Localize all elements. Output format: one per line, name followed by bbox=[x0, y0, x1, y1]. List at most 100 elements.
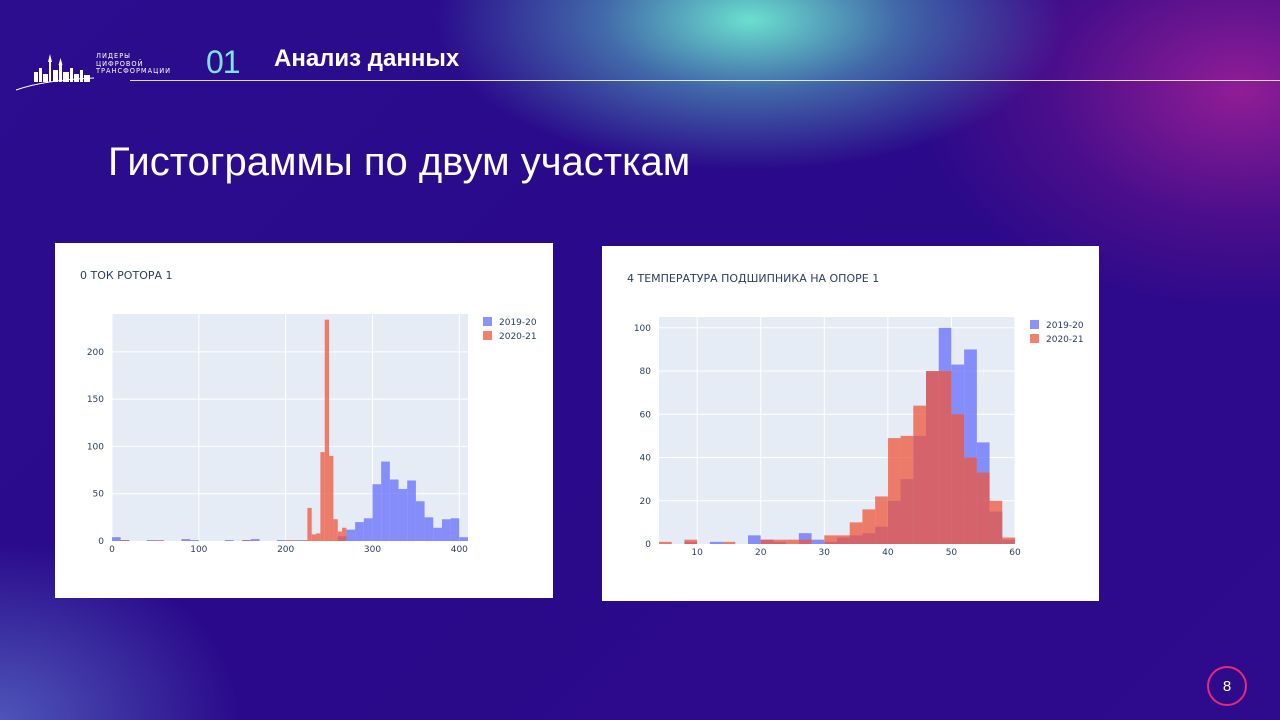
histogram-bar bbox=[862, 509, 876, 544]
histogram-rotor-current: 0 ТОК РОТОРА 1 0 50 100 150 200 0 100 200 300 400 2… bbox=[80, 269, 537, 555]
histogram-bar bbox=[372, 484, 382, 541]
y-tick-label: 20 bbox=[640, 497, 652, 507]
histogram-bar bbox=[355, 522, 364, 541]
histogram-bar bbox=[441, 519, 451, 541]
legend-label[interactable]: 2020-21 bbox=[499, 332, 537, 342]
histogram-bar bbox=[459, 537, 468, 541]
histogram-bar bbox=[276, 540, 286, 541]
histogram-bar bbox=[951, 414, 965, 544]
y-tick-label: 150 bbox=[87, 395, 104, 405]
histogram-bar bbox=[146, 540, 156, 541]
histogram-bar bbox=[748, 535, 761, 544]
histogram-bar bbox=[837, 535, 850, 544]
x-tick-label: 200 bbox=[277, 545, 294, 555]
chart-title: 4 ТЕМПЕРАТУРА ПОДШИПНИКА НА ОПОРЕ 1 bbox=[627, 272, 879, 285]
histogram-bar bbox=[875, 496, 888, 544]
y-tick-label: 0 bbox=[98, 537, 104, 547]
header-divider bbox=[130, 80, 1280, 81]
y-tick-label: 40 bbox=[640, 454, 652, 464]
histogram-bar bbox=[311, 534, 317, 541]
histogram-bar bbox=[324, 319, 330, 541]
legend-label[interactable]: 2020-21 bbox=[1046, 335, 1084, 345]
histogram-bar bbox=[190, 540, 199, 541]
histogram-bearing-temperature: 4 ТЕМПЕРАТУРА ПОДШИПНИКА НА ОПОРЕ 1 0 20 40… bbox=[627, 272, 1084, 558]
histogram-bar bbox=[346, 529, 356, 541]
x-tick-label: 10 bbox=[691, 548, 703, 558]
histogram-bar bbox=[320, 452, 325, 541]
histogram-bar bbox=[242, 540, 251, 541]
y-tick-label: 200 bbox=[87, 348, 104, 358]
y-tick-label: 0 bbox=[645, 540, 651, 550]
logo: ЛИДЕРЫ ЦИФРОВОЙ ТРАНСФОРМАЦИИ bbox=[14, 50, 184, 92]
histogram-bar bbox=[1002, 537, 1015, 544]
legend-swatch bbox=[1030, 320, 1039, 329]
histogram-bar bbox=[926, 371, 939, 544]
x-tick-label: 20 bbox=[755, 548, 767, 558]
logo-text: ЛИДЕРЫ ЦИФРОВОЙ ТРАНСФОРМАЦИИ bbox=[96, 52, 172, 76]
histogram-bar bbox=[938, 371, 952, 544]
histogram-bar bbox=[329, 455, 334, 541]
histogram-bar bbox=[989, 500, 1003, 544]
histogram-bar bbox=[285, 540, 295, 541]
y-tick-label: 50 bbox=[93, 490, 105, 500]
histogram-bar bbox=[303, 540, 308, 541]
histogram-bar bbox=[433, 527, 442, 541]
x-tick-label: 60 bbox=[1009, 548, 1021, 558]
histogram-bar bbox=[224, 540, 234, 541]
histogram-bar bbox=[337, 531, 343, 541]
logo-line-3: ТРАНСФОРМАЦИИ bbox=[96, 67, 172, 76]
x-tick-label: 100 bbox=[190, 545, 207, 555]
y-tick-label: 80 bbox=[640, 367, 652, 377]
histogram-bar bbox=[250, 539, 260, 541]
histogram-bar bbox=[381, 461, 390, 541]
legend-label[interactable]: 2019-20 bbox=[499, 318, 537, 328]
histogram-bar bbox=[849, 522, 863, 544]
chart-panel-rotor-current: 0 ТОК РОТОРА 1 0 50 100 150 200 0 100 200 300 400 2… bbox=[55, 243, 553, 598]
x-tick-label: 400 bbox=[451, 545, 468, 555]
histogram-bar bbox=[112, 537, 121, 541]
histogram-bar bbox=[155, 540, 165, 541]
slide-header: ЛИДЕРЫ ЦИФРОВОЙ ТРАНСФОРМАЦИИ 01 Анализ … bbox=[0, 0, 1280, 92]
histogram-bar bbox=[389, 479, 399, 541]
histogram-bar bbox=[294, 540, 304, 541]
histogram-bar bbox=[424, 517, 434, 541]
histogram-bar bbox=[407, 480, 416, 541]
histogram-bar bbox=[363, 518, 373, 541]
histogram-bar bbox=[964, 457, 977, 544]
histogram-bar bbox=[760, 539, 774, 544]
histogram-bar bbox=[811, 539, 825, 544]
chart-panel-bearing-temperature: 4 ТЕМПЕРАТУРА ПОДШИПНИКА НА ОПОРЕ 1 0 20 40… bbox=[602, 246, 1099, 601]
histogram-bar bbox=[333, 519, 338, 541]
histogram-bar bbox=[798, 533, 812, 544]
city-skyline-icon bbox=[15, 54, 95, 91]
x-tick-label: 40 bbox=[882, 548, 894, 558]
logo-line-2: ЦИФРОВОЙ bbox=[96, 59, 144, 68]
histogram-bar bbox=[307, 507, 312, 541]
histogram-bar bbox=[659, 541, 672, 544]
slide-title: Гистограммы по двум участкам bbox=[108, 140, 691, 184]
histogram-bar bbox=[120, 540, 130, 541]
section-title: Анализ данных bbox=[274, 45, 460, 72]
legend-swatch bbox=[1030, 334, 1039, 343]
histogram-bar bbox=[773, 539, 787, 544]
legend-label[interactable]: 2019-20 bbox=[1046, 321, 1084, 331]
histogram-bar bbox=[709, 541, 723, 544]
histogram-bar bbox=[887, 438, 901, 544]
histogram-bar bbox=[684, 539, 698, 544]
logo-line-1: ЛИДЕРЫ bbox=[96, 52, 132, 60]
histogram-bar bbox=[976, 472, 990, 544]
x-tick-label: 300 bbox=[364, 545, 381, 555]
histogram-bar bbox=[316, 533, 321, 541]
histogram-bar bbox=[900, 435, 914, 544]
histogram-bar bbox=[824, 535, 837, 544]
histogram-bar bbox=[415, 501, 425, 541]
histogram-bar bbox=[798, 539, 812, 544]
x-tick-label: 50 bbox=[946, 548, 958, 558]
y-tick-label: 100 bbox=[87, 442, 104, 452]
histogram-bar bbox=[786, 539, 799, 544]
x-tick-label: 30 bbox=[819, 548, 831, 558]
legend-swatch bbox=[483, 331, 492, 340]
page-number: 8 bbox=[1207, 666, 1247, 706]
histogram-bar bbox=[398, 488, 408, 541]
histogram-bar bbox=[181, 539, 191, 541]
